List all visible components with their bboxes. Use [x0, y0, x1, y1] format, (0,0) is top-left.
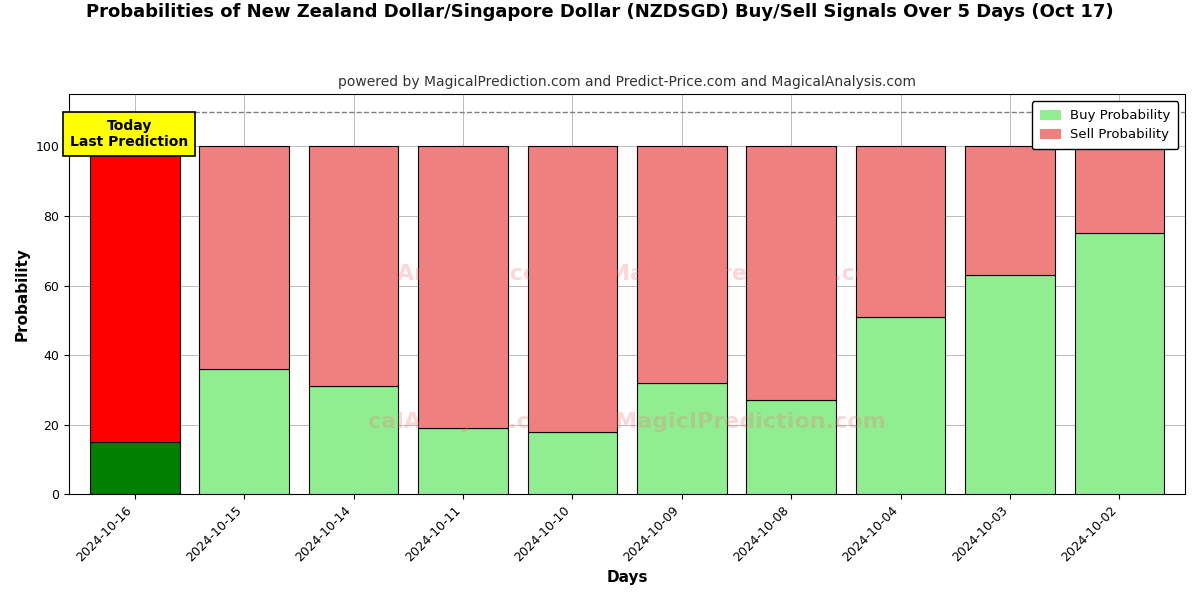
Bar: [746, 400, 836, 494]
Bar: [308, 386, 398, 494]
Text: calAnalysis.com      MagicIPrediction.com: calAnalysis.com MagicIPrediction.com: [368, 412, 886, 432]
Bar: [856, 146, 946, 317]
Bar: [1074, 146, 1164, 233]
X-axis label: Days: Days: [606, 570, 648, 585]
Bar: [90, 146, 180, 442]
Bar: [856, 317, 946, 494]
Bar: [308, 146, 398, 386]
Bar: [199, 146, 289, 369]
Bar: [965, 275, 1055, 494]
Bar: [528, 431, 617, 494]
Bar: [418, 146, 508, 428]
Bar: [418, 428, 508, 494]
Title: powered by MagicalPrediction.com and Predict-Price.com and MagicalAnalysis.com: powered by MagicalPrediction.com and Pre…: [338, 75, 916, 89]
Bar: [199, 369, 289, 494]
Bar: [528, 146, 617, 431]
Legend: Buy Probability, Sell Probability: Buy Probability, Sell Probability: [1032, 101, 1178, 149]
Text: calAnalysis.com      MagicalPrediction.com: calAnalysis.com MagicalPrediction.com: [361, 265, 893, 284]
Bar: [90, 442, 180, 494]
Y-axis label: Probability: Probability: [16, 247, 30, 341]
Bar: [1074, 233, 1164, 494]
Bar: [965, 146, 1055, 275]
Text: Today
Last Prediction: Today Last Prediction: [70, 119, 188, 149]
Bar: [746, 146, 836, 400]
Bar: [637, 146, 727, 383]
Bar: [637, 383, 727, 494]
Text: Probabilities of New Zealand Dollar/Singapore Dollar (NZDSGD) Buy/Sell Signals O: Probabilities of New Zealand Dollar/Sing…: [86, 3, 1114, 21]
